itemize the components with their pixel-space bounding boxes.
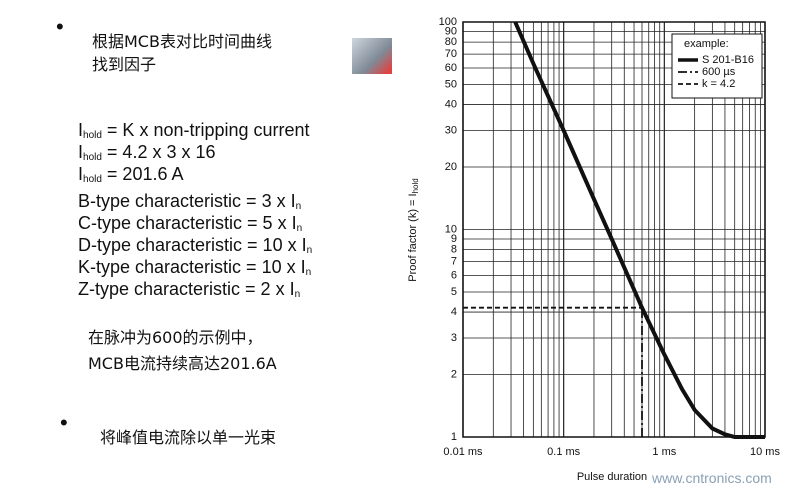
y-tick-label: 7 [451,256,457,268]
text: n [305,267,312,278]
text: Z-type characteristic = 2 x I [78,279,295,299]
y-tick-label: 1 [451,431,457,443]
y-tick-label: 6 [451,269,457,281]
text: = 4.2 x 3 x 16 [101,142,216,162]
y-tick-label: 50 [445,78,457,90]
y-tick-label: 70 [445,48,457,60]
text: K-type characteristic = 10 x I [78,257,306,277]
formula: Ihold = 201.6 A [78,164,184,185]
text: I [78,164,84,184]
y-tick-label: 5 [451,286,457,298]
line-series [513,21,765,439]
formula: Ihold = K x non-tripping current [78,120,310,141]
y-tick-label: 3 [451,332,457,344]
y-tick-label: 100 [439,16,457,28]
watermark: www.cntronics.com [652,470,772,486]
text: hold [83,174,102,185]
plot-border [462,21,766,438]
y-tick-label: 40 [445,98,457,110]
thumbnail [352,38,392,74]
x-tick-label: 0.1 ms [547,446,581,458]
characteristic: K-type characteristic = 10 x In [78,257,311,278]
text: n [295,201,302,212]
legend-box [671,33,763,99]
formula: Ihold = 4.2 x 3 x 16 [78,142,216,163]
y-axis-title: Proof factor (k) = Ihold [407,178,420,281]
y-axis-title-main: Proof factor (k) = I [407,193,419,281]
characteristic: D-type characteristic = 10 x In [78,235,312,256]
text: hold [83,130,102,141]
text: 找到因子 [92,55,157,74]
text: B-type characteristic = 3 x I [78,191,296,211]
text: n [296,223,303,234]
y-tick-label: 2 [451,368,457,380]
text: n [294,289,301,300]
text: n [306,245,313,256]
y-tick-label: 80 [445,36,457,48]
text: = 201.6 A [101,164,184,184]
x-tick-label: 1 ms [652,446,676,458]
text: D-type characteristic = 10 x I [78,235,307,255]
x-tick-label: 10 ms [750,446,780,458]
y-tick-label: 60 [445,62,457,74]
text: MCB电流持续高达201.6A [88,354,277,373]
text: 根据MCB表对比时间曲线 [92,32,272,51]
legend-title: example: [684,38,729,50]
legend-label: S 201-B16 [702,54,754,66]
characteristic: Z-type characteristic = 2 x In [78,279,300,300]
characteristic: B-type characteristic = 3 x In [78,191,301,212]
y-tick-label: 4 [451,306,457,318]
bullet: • [56,14,64,39]
text: I [78,142,84,162]
text: hold [83,152,102,163]
text: 在脉冲为600的示例中， [88,328,263,347]
bullet: • [60,410,68,435]
text: C-type characteristic = 5 x I [78,213,297,233]
y-tick-label: 30 [445,124,457,136]
y-tick-label: 8 [451,244,457,256]
y-axis-title-sub: hold [411,178,420,193]
y-tick-label: 20 [445,161,457,173]
legend-label: k = 4.2 [702,78,735,90]
text: = K x non-tripping current [101,120,310,140]
text: I [78,120,84,140]
characteristic: C-type characteristic = 5 x In [78,213,302,234]
x-axis-title: Pulse duration [577,471,647,483]
y-tick-label: 9 [451,233,457,245]
text: 将峰值电流除以单一光束 [100,428,277,447]
y-tick-label: 10 [445,223,457,235]
legend-label: 600 µs [702,66,736,78]
y-tick-label: 90 [445,25,457,37]
x-tick-label: 0.01 ms [443,446,483,458]
